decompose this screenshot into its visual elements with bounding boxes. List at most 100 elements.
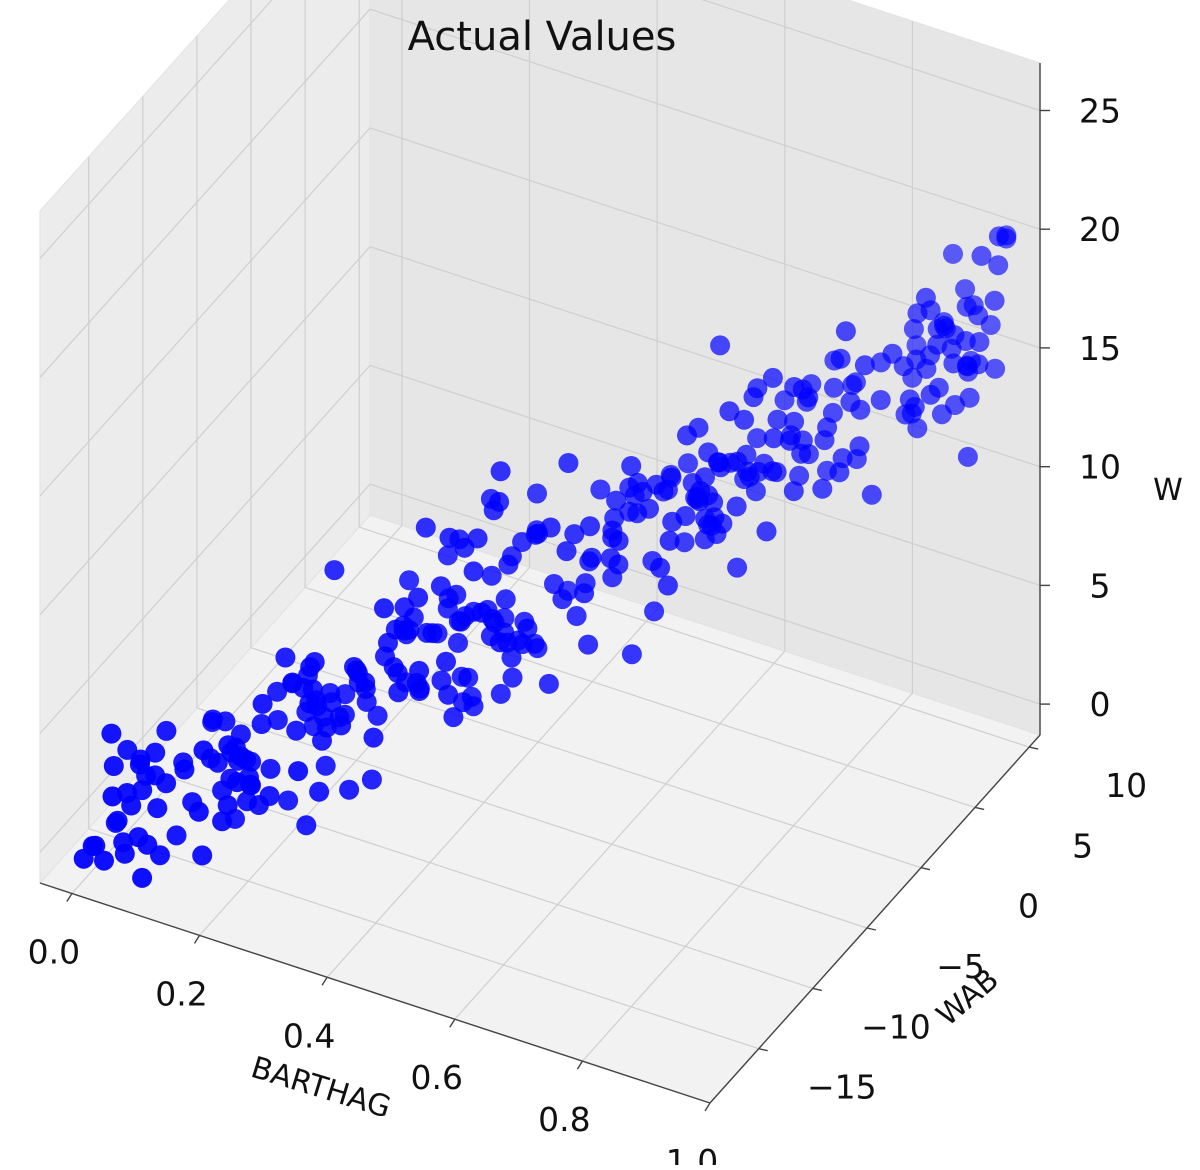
x-tick-mark [66, 893, 73, 902]
scatter-point [331, 715, 352, 736]
scatter-point [309, 781, 330, 802]
scatter-point [955, 279, 976, 300]
scatter-point [307, 696, 328, 717]
gridline-x-floor [71, 525, 403, 894]
scatter-point [767, 409, 788, 430]
scatter-point [361, 769, 382, 790]
scatter-point [726, 496, 747, 517]
scatter-point [129, 754, 150, 775]
scatter-point [644, 601, 665, 622]
x-tick-label: 0.8 [538, 1100, 590, 1139]
scatter-point [934, 315, 955, 336]
z-tick-label: 25 [1079, 92, 1121, 131]
scatter-point [300, 657, 321, 678]
scatter-point [481, 565, 502, 586]
scatter-point [674, 532, 695, 553]
scatter-point [227, 772, 248, 793]
scatter-point [259, 786, 280, 806]
scatter-point [988, 226, 1009, 247]
scatter-point [639, 498, 659, 519]
scatter-point [677, 425, 697, 446]
scatter-point [415, 517, 436, 538]
scatter-point [396, 624, 417, 645]
gridline-z-back [369, 483, 1041, 705]
scatter-point [355, 672, 376, 693]
scatter-point [221, 742, 242, 763]
scatter-point [367, 705, 388, 726]
scatter-point [471, 602, 492, 623]
scatter-point [202, 709, 223, 730]
scatter-point [784, 411, 805, 432]
z-tick-label: 20 [1079, 210, 1121, 249]
scatter-point [590, 479, 611, 500]
gridline-x-floor [326, 608, 658, 978]
z-tick-label: 10 [1079, 448, 1121, 487]
x-tick-label: 0.6 [411, 1058, 463, 1097]
scatter-point [374, 598, 394, 619]
gridline-x-floor [581, 692, 913, 1062]
scatter-point [437, 545, 458, 566]
scatter-point [849, 436, 870, 457]
scatter-point [854, 355, 875, 376]
scatter-point [490, 461, 511, 482]
x-tick-label: 0.2 [155, 974, 207, 1013]
x-tick-mark [321, 976, 328, 986]
z-tick-label: 5 [1090, 566, 1111, 605]
scatter-point [267, 710, 288, 730]
gridline-z-back [701, 0, 1041, 112]
y-tick-label: −15 [807, 1068, 877, 1107]
scatter-point [779, 430, 800, 451]
scatter-point [943, 243, 963, 264]
scatter-point [527, 483, 547, 504]
scatter-point [904, 396, 925, 417]
gridline-z-left [39, 8, 371, 378]
scatter-point [132, 867, 153, 888]
scatter-point [621, 456, 642, 476]
scatter-point [443, 707, 464, 728]
scatter-point [296, 815, 317, 836]
scatter-point [957, 446, 978, 467]
scatter-point [409, 681, 430, 701]
scatter-point [580, 516, 600, 537]
scatter-point [632, 481, 653, 502]
scatter-point [237, 791, 257, 812]
gridline-z-left [39, 483, 371, 853]
scatter-point [762, 367, 783, 388]
scatter-point [156, 773, 177, 794]
y-tick-mark [920, 867, 931, 871]
chart-title: Actual Values [408, 14, 677, 60]
scatter-point [490, 683, 511, 704]
scatter-point [212, 811, 233, 832]
scatter-point [861, 484, 882, 505]
gridline-z-left [39, 364, 371, 734]
scatter-point [512, 634, 533, 654]
scatter-point [489, 491, 510, 512]
scatter-point [814, 430, 835, 451]
scatter-point [105, 812, 126, 833]
y-tick-mark [974, 806, 985, 811]
gridline-z-left [39, 127, 371, 497]
gridline-x-floor [199, 566, 530, 936]
x-tick-label: 1.0 [666, 1142, 718, 1165]
scatter-point [150, 845, 170, 866]
scatter-point [619, 501, 640, 522]
scatter-point [882, 343, 903, 364]
scatter-point [489, 632, 510, 653]
scatter-point [657, 575, 678, 596]
scatter-point [430, 576, 451, 597]
scatter-point [188, 801, 209, 822]
scatter-point [102, 786, 123, 807]
gridline-y-floor [196, 707, 868, 929]
scatter-point [275, 647, 296, 668]
y-tick-label: 5 [1072, 826, 1093, 865]
scatter-point [339, 779, 360, 800]
scatter-point [363, 727, 384, 748]
scatter-point [662, 511, 683, 532]
scatter-point [399, 570, 420, 591]
scatter-point [920, 384, 941, 405]
scatter-point [842, 375, 863, 395]
scatter-point [344, 657, 364, 677]
scatter-point [830, 348, 851, 369]
y-tick-label: −10 [861, 1007, 931, 1046]
scatter-point [286, 720, 307, 741]
